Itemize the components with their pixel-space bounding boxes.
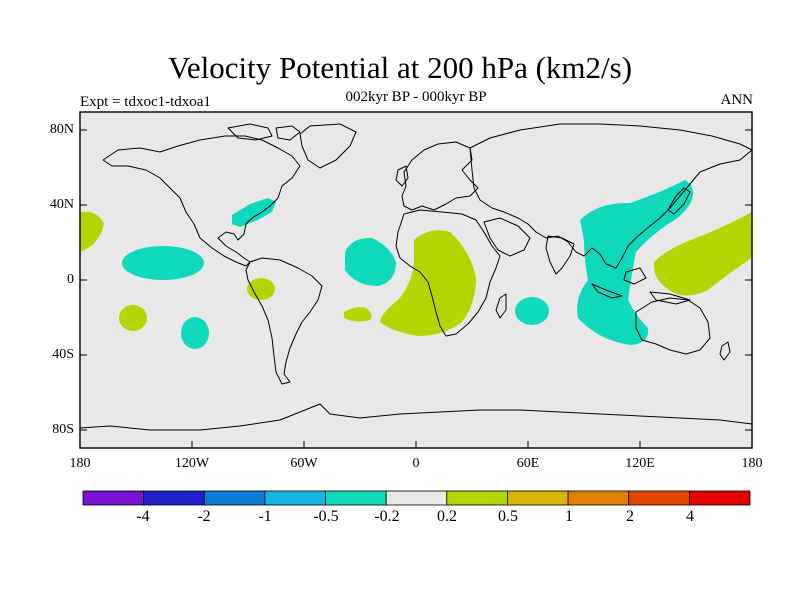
season-label: ANN [720, 92, 754, 108]
lon-label-180e: 180 [741, 456, 763, 471]
negative-region-asia-indian-ocean [577, 180, 694, 345]
lat-label-40n: 40N [49, 197, 74, 212]
negative-anomaly-regions [122, 180, 694, 349]
lat-label-0: 0 [67, 272, 74, 287]
negative-region-tropical-atlantic [345, 237, 396, 286]
lat-label-80n: 80N [49, 122, 74, 137]
lon-label-180w: 180 [69, 456, 91, 471]
colorbar-label: -1 [258, 508, 272, 525]
positive-region-dateline [80, 211, 104, 252]
negative-region-north-pacific [122, 246, 204, 280]
coast-asia [469, 123, 753, 269]
colorbar-label: -0.5 [313, 508, 339, 525]
colorbar-swatch [264, 490, 326, 506]
coast-south-america [245, 257, 323, 385]
negative-region-indian-ocean [515, 297, 549, 325]
colorbar-swatch [628, 490, 690, 506]
coast-north-america [102, 135, 301, 267]
positive-region-south-atlantic-small [344, 307, 372, 322]
experiment-label: Expt = tdxoc1-tdxoa1 [80, 94, 211, 110]
lon-label-0: 0 [412, 456, 420, 471]
colorbar-swatch [82, 490, 145, 506]
lon-label-60w: 60W [290, 456, 318, 471]
lon-label-120e: 120E [625, 456, 655, 471]
colorbar-label: 0.2 [437, 508, 457, 525]
positive-region-dateline-east [653, 212, 752, 296]
coast-africa [395, 209, 501, 337]
lon-label-120w: 120W [174, 456, 210, 471]
coast-antarctica [79, 403, 753, 431]
colorbar-label: -2 [197, 508, 211, 525]
coast-british-isles [395, 165, 409, 187]
lat-label-80s: 80S [52, 422, 74, 437]
plot-subtitle: 002kyr BP - 000kyr BP [345, 89, 487, 105]
colorbar-swatch [688, 490, 751, 506]
positive-region-eastern-pacific [247, 278, 275, 300]
colorbar-swatch [567, 490, 630, 506]
negative-region-south-pacific [181, 317, 209, 349]
coast-new-zealand [719, 341, 731, 361]
coastlines [79, 123, 753, 431]
colorbar-swatch [143, 490, 205, 506]
lon-label-60e: 60E [516, 456, 540, 471]
colorbar-swatch [385, 490, 448, 506]
coast-europe [401, 141, 479, 211]
colorbar-label: 4 [686, 508, 694, 525]
positive-region-south-pacific [119, 305, 147, 331]
colorbar-swatch [507, 490, 569, 506]
lat-label-40s: 40S [52, 347, 74, 362]
coast-arabia [483, 217, 531, 257]
coast-japan [667, 187, 691, 215]
plot-title: Velocity Potential at 200 hPa (km2/s) [167, 50, 633, 85]
coast-greenland [299, 123, 357, 169]
colorbar-swatch [446, 490, 508, 506]
colorbar-swatch [325, 490, 387, 506]
colorbar-label: 2 [626, 508, 634, 525]
colorbar-label: 0.5 [498, 508, 518, 525]
colorbar-label: 1 [565, 508, 573, 525]
coast-australia [635, 297, 711, 355]
coast-madagascar [495, 293, 507, 319]
negative-region-north-atlantic [232, 198, 276, 227]
colorbar-swatch [203, 490, 266, 506]
colorbar [82, 490, 751, 506]
colorbar-label: -4 [136, 508, 150, 525]
coast-indonesia [591, 267, 691, 305]
coast-arctic-islands [227, 123, 301, 141]
axis-ticks [79, 129, 753, 448]
colorbar-label: -0.2 [374, 508, 400, 525]
coast-india [545, 235, 575, 275]
